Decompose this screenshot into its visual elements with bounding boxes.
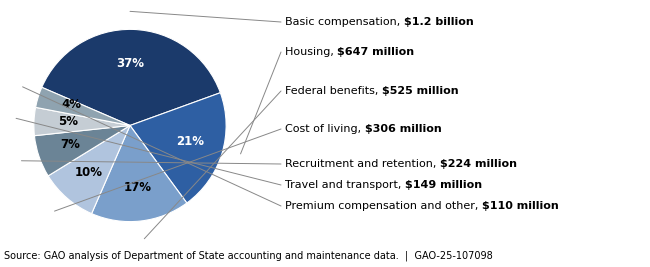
Text: Source: GAO analysis of Department of State accounting and maintenance data.  | : Source: GAO analysis of Department of St…	[4, 250, 493, 261]
Wedge shape	[34, 107, 130, 136]
Text: 10%: 10%	[75, 166, 103, 179]
Wedge shape	[48, 125, 130, 214]
Wedge shape	[36, 87, 130, 125]
Text: Premium compensation and other,: Premium compensation and other,	[285, 201, 482, 211]
Text: $1.2 billion: $1.2 billion	[404, 17, 473, 27]
Text: Travel and transport,: Travel and transport,	[285, 180, 405, 190]
Text: Cost of living,: Cost of living,	[285, 124, 365, 134]
Text: 4%: 4%	[61, 98, 81, 111]
Text: $525 million: $525 million	[382, 86, 458, 96]
Wedge shape	[92, 125, 187, 222]
Text: 37%: 37%	[116, 57, 144, 69]
Text: 5%: 5%	[58, 115, 77, 128]
Text: Basic compensation,: Basic compensation,	[285, 17, 404, 27]
Wedge shape	[34, 125, 130, 176]
Text: 21%: 21%	[177, 135, 205, 148]
Text: $647 million: $647 million	[337, 47, 415, 57]
Text: $224 million: $224 million	[440, 159, 517, 169]
Text: Federal benefits,: Federal benefits,	[285, 86, 382, 96]
Text: Recruitment and retention,: Recruitment and retention,	[285, 159, 440, 169]
Text: $110 million: $110 million	[482, 201, 558, 211]
Text: Housing,: Housing,	[285, 47, 337, 57]
Text: 7%: 7%	[60, 138, 81, 151]
Text: $149 million: $149 million	[405, 180, 482, 190]
Text: 17%: 17%	[124, 181, 152, 194]
Wedge shape	[42, 29, 220, 125]
Wedge shape	[130, 93, 226, 203]
Text: $306 million: $306 million	[365, 124, 441, 134]
